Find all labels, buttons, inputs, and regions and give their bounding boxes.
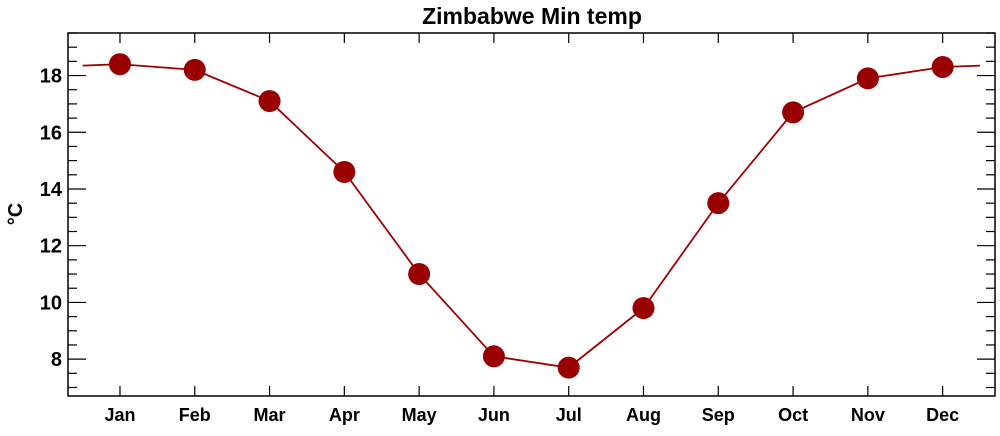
y-tick-label: 14 [40,179,63,201]
data-point-sep [707,192,730,215]
chart-title: Zimbabwe Min temp [422,3,642,29]
x-tick-label: Jan [104,405,135,425]
data-point-jan [108,53,131,76]
series-line [82,63,981,369]
x-tick-label: Sep [702,405,735,425]
data-point-feb [183,58,206,81]
data-point-jun [482,345,505,368]
x-tick-label: Jul [556,405,582,425]
y-tick-label: 10 [40,292,62,314]
y-tick-label: 12 [40,236,62,258]
data-point-mar [258,90,281,113]
y-tick-label: 8 [51,349,62,371]
data-point-apr [333,160,356,183]
x-tick-label: Dec [926,405,959,425]
data-point-oct [782,101,805,124]
data-point-dec [931,56,954,79]
y-axis-label: °C [5,203,27,225]
x-tick-label: Oct [778,405,808,425]
plot-frame [67,32,996,397]
x-tick-label: Aug [626,405,661,425]
data-point-aug [632,297,655,320]
x-tick-label: Apr [329,405,360,425]
x-tick-label: Mar [254,405,286,425]
data-point-may [408,263,431,286]
y-tick-label: 16 [40,122,62,144]
axes: 8 10 12 14 16 18 Jan Feb Mar Apr May Jun Jul Aug Sep Oc… [40,32,996,425]
x-tick-label: Feb [179,405,211,425]
x-tick-label: Nov [851,405,885,425]
data-point-jul [557,356,580,379]
x-tick-label: Jun [478,405,510,425]
series [82,53,981,379]
x-tick-label: May [402,405,437,425]
y-tick-label: 18 [40,66,62,88]
data-point-nov [856,67,879,90]
